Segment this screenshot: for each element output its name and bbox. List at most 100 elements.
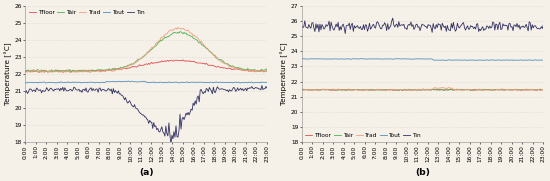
Tfloor	[315, 89, 321, 91]
Tin	[337, 26, 344, 28]
Tair	[22, 70, 29, 72]
Tair	[525, 89, 531, 91]
Tout	[299, 58, 305, 60]
Line: Tfloor: Tfloor	[302, 89, 543, 91]
Line: Tin: Tin	[302, 18, 543, 34]
Trad	[87, 71, 94, 74]
Tfloor	[249, 70, 255, 72]
Tair	[540, 89, 547, 91]
Tout	[381, 58, 388, 60]
Line: Trad: Trad	[25, 28, 267, 73]
Tin	[460, 22, 467, 24]
X-axis label: (a): (a)	[139, 168, 153, 177]
Tair	[32, 70, 39, 72]
Trad	[249, 71, 255, 73]
Tfloor	[337, 89, 344, 91]
Trad	[459, 89, 466, 91]
Tfloor	[105, 69, 112, 71]
Tair	[460, 89, 467, 91]
Y-axis label: Temperature [°C]: Temperature [°C]	[280, 43, 288, 105]
Trad	[22, 70, 29, 73]
Trad	[446, 87, 453, 89]
Tin	[32, 90, 39, 93]
Tout	[443, 59, 449, 62]
Tin	[104, 89, 111, 91]
Tfloor	[39, 71, 45, 73]
Trad	[524, 88, 530, 90]
Trad	[537, 90, 543, 92]
Tout	[125, 80, 132, 82]
Tin	[299, 25, 305, 27]
Tout	[540, 59, 547, 61]
Tin	[381, 22, 388, 24]
Trad	[381, 89, 387, 92]
Tfloor	[299, 89, 305, 91]
Tin	[60, 90, 67, 92]
Tair	[263, 69, 270, 71]
Tair	[337, 89, 344, 91]
Tair	[249, 69, 255, 71]
Tair	[45, 71, 51, 73]
Trad	[315, 89, 321, 91]
Tin	[22, 92, 29, 94]
Tair	[309, 89, 315, 91]
Tfloor	[263, 70, 270, 72]
Trad	[184, 29, 190, 31]
Tin	[540, 24, 547, 26]
Tin	[315, 23, 321, 26]
Legend: Tfloor, Tair, Trad, Tout, Tin: Tfloor, Tair, Trad, Tout, Tin	[28, 9, 145, 15]
Line: Tair: Tair	[302, 89, 543, 91]
Tin	[258, 84, 265, 87]
Tfloor	[59, 71, 66, 73]
Line: Tout: Tout	[25, 81, 267, 83]
Tin	[248, 87, 254, 89]
Tfloor	[459, 89, 466, 91]
Tout	[309, 58, 315, 60]
Tair	[299, 88, 305, 90]
Trad	[263, 70, 270, 72]
Tfloor	[309, 89, 315, 91]
Tout	[183, 81, 189, 83]
Tair	[105, 69, 112, 71]
Tout	[39, 81, 45, 83]
Trad	[105, 69, 112, 71]
Tair	[420, 88, 426, 90]
Tfloor	[540, 88, 547, 90]
Tout	[22, 81, 29, 83]
Tout	[337, 58, 344, 60]
Tin	[342, 33, 349, 35]
Tout	[32, 81, 39, 83]
Tair	[315, 89, 321, 91]
Tfloor	[184, 60, 190, 62]
Tin	[309, 22, 315, 24]
Tin	[168, 144, 174, 146]
Tout	[60, 82, 67, 84]
X-axis label: (b): (b)	[415, 168, 430, 177]
Tin	[263, 87, 270, 89]
Tfloor	[499, 88, 505, 90]
Trad	[540, 89, 547, 91]
Tfloor	[32, 71, 39, 73]
Tfloor	[62, 70, 68, 72]
Tair	[381, 89, 387, 91]
Line: Tfloor: Tfloor	[25, 60, 267, 72]
Tfloor	[180, 59, 186, 61]
Trad	[299, 89, 305, 91]
Tair	[62, 70, 68, 72]
Tair	[39, 69, 45, 71]
Trad	[175, 26, 182, 29]
Tout	[249, 81, 255, 83]
Trad	[32, 70, 39, 73]
Trad	[39, 71, 45, 73]
Tfloor	[525, 89, 531, 91]
Trad	[60, 70, 67, 72]
Tair	[395, 90, 402, 92]
Tout	[238, 82, 244, 84]
Tout	[263, 81, 270, 83]
Tin	[389, 17, 396, 19]
Tin	[183, 112, 189, 114]
Trad	[337, 89, 344, 91]
Line: Tair: Tair	[25, 31, 267, 72]
Tair	[177, 30, 183, 33]
Trad	[309, 89, 315, 91]
